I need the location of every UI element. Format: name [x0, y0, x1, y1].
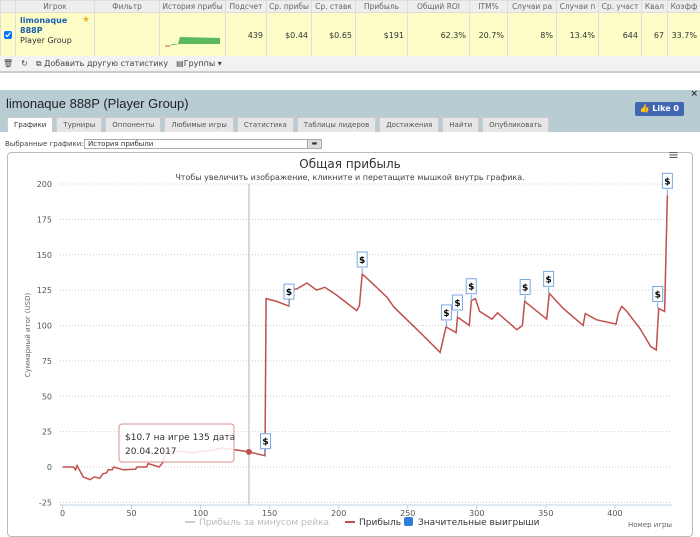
flag-label: $	[359, 256, 365, 266]
flag-label: $	[443, 309, 449, 319]
x-tick-label: 50	[126, 509, 136, 518]
y-axis-label: Суммарный итог (USD)	[24, 293, 32, 378]
y-tick-label: 75	[42, 357, 52, 366]
chart-menu-icon[interactable]: ≡	[668, 149, 679, 163]
y-tick-label: 100	[37, 322, 52, 331]
x-tick-label: 350	[538, 509, 553, 518]
x-tick-label: 400	[607, 509, 622, 518]
flag-label: $	[664, 177, 670, 187]
y-tick-label: 125	[37, 286, 52, 295]
chart-subtitle: Чтобы увеличить изображение, кликните и …	[175, 173, 524, 182]
y-tick-label: 150	[37, 251, 52, 260]
legend-item: Прибыль за минусом рейка	[199, 518, 329, 528]
x-tick-label: 300	[469, 509, 484, 518]
x-tick-label: 100	[193, 509, 208, 518]
x-tick-label: 250	[400, 509, 415, 518]
y-tick-label: 175	[37, 215, 52, 224]
y-tick-label: 25	[42, 428, 52, 437]
x-tick-label: 150	[262, 509, 277, 518]
flag-label: $	[468, 283, 474, 293]
tooltip-line2: 20.04.2017	[125, 447, 177, 457]
flag-label: $	[545, 275, 551, 285]
x-tick-label: 0	[60, 509, 65, 518]
hover-point	[246, 449, 252, 455]
legend-symbol	[404, 517, 413, 526]
legend-item: Прибыль	[359, 518, 401, 528]
flag-label: $	[286, 288, 292, 298]
flag-label: $	[262, 438, 268, 448]
legend-item: Значительные выигрыши	[418, 518, 540, 528]
x-axis-label: Номер игры	[628, 521, 672, 529]
flag-label: $	[522, 283, 528, 293]
y-tick-label: 200	[37, 180, 52, 189]
y-tick-label: -25	[39, 498, 52, 507]
tooltip-line1: $10.7 на игре 135 дата	[125, 433, 235, 443]
x-tick-label: 200	[331, 509, 346, 518]
chart-title: Общая прибыль	[299, 157, 400, 171]
flag-label: $	[655, 291, 661, 301]
flag-label: $	[454, 299, 460, 309]
y-tick-label: 50	[42, 392, 52, 401]
y-tick-label: 0	[47, 463, 52, 472]
